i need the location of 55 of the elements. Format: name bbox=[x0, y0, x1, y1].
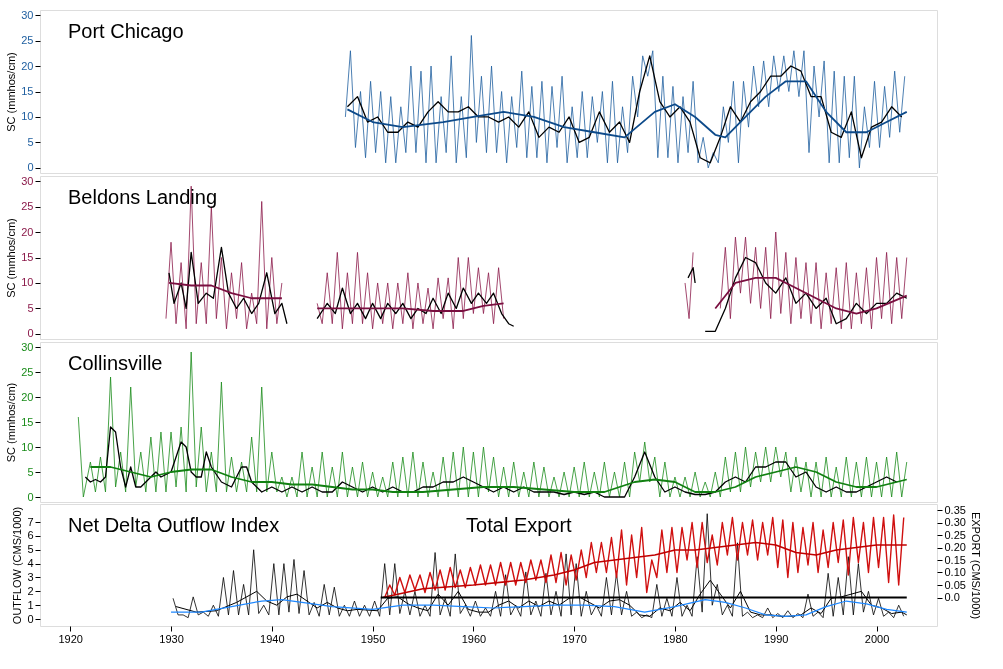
x-tick-label: 1930 bbox=[159, 632, 184, 645]
x-tick-label: 1970 bbox=[562, 632, 587, 645]
x-tick-label: 2000 bbox=[864, 632, 890, 645]
y-tick-label: 15 bbox=[21, 415, 34, 428]
x-tick-label: 1960 bbox=[461, 632, 487, 645]
y-tick-label: 0 bbox=[27, 490, 34, 503]
y-tick-label: 20 bbox=[21, 390, 34, 403]
y-tick-label: 0 bbox=[27, 612, 34, 625]
y2-tick-label: 0.05 bbox=[944, 578, 966, 591]
annotation: Total Export bbox=[466, 514, 573, 536]
y-tick-label: 20 bbox=[21, 225, 34, 238]
y-tick-label: 10 bbox=[21, 276, 34, 289]
y-tick-label: 4 bbox=[27, 557, 34, 570]
y-axis-title: OUTFLOW (CMS/1000) bbox=[11, 506, 24, 625]
x-tick-label: 1940 bbox=[260, 632, 285, 645]
y-tick-label: 6 bbox=[27, 529, 34, 542]
y2-tick-label: 0.20 bbox=[944, 541, 966, 553]
x-tick-label: 1980 bbox=[663, 632, 688, 645]
y-tick-label: 1 bbox=[27, 598, 34, 611]
y-tick-label: 3 bbox=[27, 570, 34, 583]
y-tick-label: 15 bbox=[21, 85, 34, 97]
y-axis-title: SC (mmhos/cm) bbox=[5, 218, 18, 298]
y-tick-label: 10 bbox=[21, 440, 34, 453]
y-tick-label: 30 bbox=[21, 174, 34, 187]
y2-tick-label: 0.35 bbox=[944, 503, 966, 516]
y-tick-label: 10 bbox=[21, 110, 34, 123]
text: Collinsville bbox=[68, 352, 163, 374]
y2-tick-label: 0.10 bbox=[944, 566, 966, 578]
y-tick-label: 0 bbox=[27, 327, 34, 340]
y-tick-label: 7 bbox=[27, 515, 34, 528]
x-tick-label: 1990 bbox=[764, 632, 789, 645]
y-tick-label: 30 bbox=[21, 340, 34, 353]
y2-axis-title: EXPORT (CMS/1000) bbox=[969, 511, 982, 620]
y-tick-label: 15 bbox=[21, 251, 34, 263]
y-tick-label: 5 bbox=[27, 543, 34, 556]
text: Net Delta Outflow Index bbox=[68, 514, 280, 536]
y-tick-label: 30 bbox=[21, 8, 34, 21]
y-tick-label: 25 bbox=[21, 365, 34, 378]
x-tick-label: 1920 bbox=[58, 632, 83, 645]
y2-tick-label: 0.30 bbox=[944, 516, 966, 528]
y2-tick-label: 0.15 bbox=[944, 553, 966, 566]
y-tick-label: 25 bbox=[21, 34, 34, 47]
y-tick-label: 5 bbox=[27, 465, 34, 478]
x-tick-label: 1950 bbox=[360, 632, 386, 645]
y2-tick-label: 0.25 bbox=[944, 528, 966, 541]
y2-tick-label: 0.0 bbox=[944, 591, 960, 603]
y-tick-label: 5 bbox=[27, 301, 34, 314]
y-axis-title: SC (mmhos/cm) bbox=[5, 52, 18, 132]
y-tick-label: 2 bbox=[27, 584, 34, 597]
y-tick-label: 20 bbox=[21, 59, 34, 72]
y-tick-label: 5 bbox=[27, 135, 34, 148]
text: Port Chicago bbox=[68, 20, 184, 42]
y-tick-label: 25 bbox=[21, 200, 34, 213]
y-axis-title: SC (mmhos/cm) bbox=[5, 382, 18, 463]
y-tick-label: 0 bbox=[27, 161, 34, 174]
